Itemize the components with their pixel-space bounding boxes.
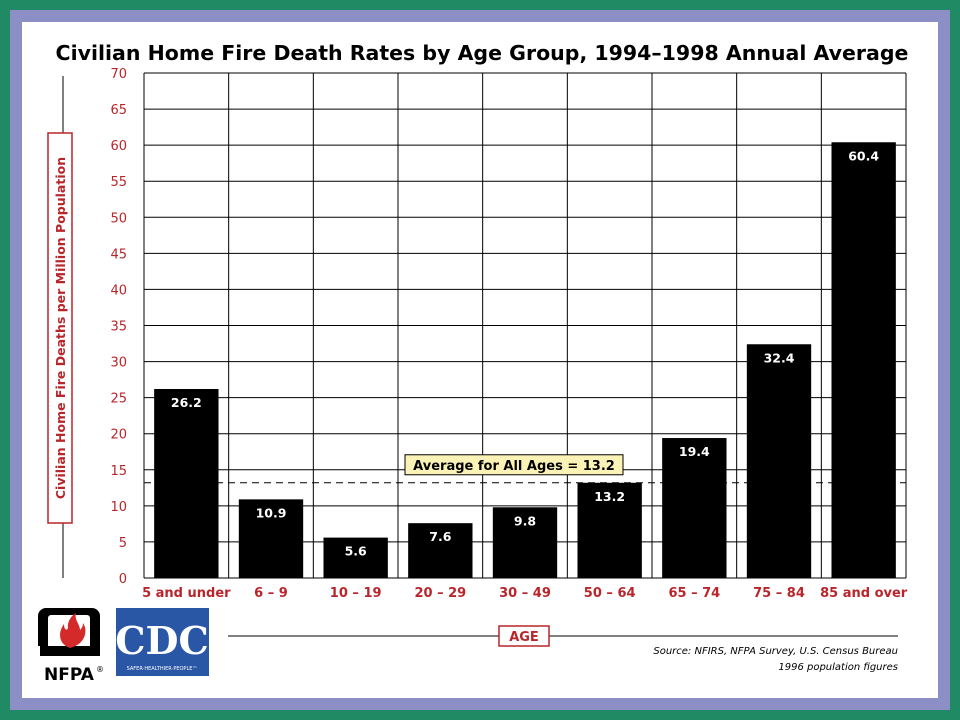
x-axis-label-box — [498, 625, 550, 647]
average-callout-text: Average for All Ages = 13.2 — [413, 459, 615, 474]
category-label: 30 – 49 — [499, 586, 551, 601]
y-tick-label: 10 — [110, 500, 127, 515]
y-axis-label: Civilian Home Fire Deaths per Million Po… — [53, 157, 68, 499]
bar-value-label: 32.4 — [764, 350, 795, 365]
y-tick-label: 5 — [119, 536, 127, 551]
cdc-tagline: SAFER·HEALTHIER·PEOPLE™ — [127, 666, 198, 672]
bar — [662, 438, 727, 578]
category-label: 10 – 19 — [330, 586, 382, 601]
bars: 26.2 10.9 5.6 7.6 9.8 13.2 19.4 32.4 60.4 — [154, 142, 896, 578]
category-label: 5 and under — [142, 586, 231, 601]
flame-icon — [60, 613, 86, 648]
y-tick-label: 35 — [110, 320, 127, 335]
bar-value-label: 9.8 — [514, 513, 536, 528]
nfpa-wordmark: NFPA — [44, 665, 95, 685]
category-label: 65 – 74 — [668, 586, 720, 601]
bar — [238, 499, 304, 578]
y-tick-label: 25 — [110, 392, 127, 407]
bar — [408, 523, 473, 578]
y-tick-label: 40 — [110, 283, 127, 298]
category-labels: 5 and under 6 – 9 10 – 19 20 – 29 30 – 49 50 … — [142, 586, 908, 601]
bar — [154, 388, 219, 578]
category-label: 6 – 9 — [254, 586, 288, 601]
nfpa-logo-frame — [38, 608, 100, 646]
bar — [831, 142, 896, 578]
gridlines — [143, 72, 907, 579]
cdc-logo: CDC SAFER·HEALTHIER·PEOPLE™ — [115, 608, 209, 676]
source-line-2: 1996 population figures — [778, 662, 898, 673]
y-tick-label: 45 — [110, 247, 127, 262]
nfpa-logo: NFPA ® — [38, 608, 104, 685]
bar — [323, 537, 388, 578]
bar-value-label: 10.9 — [256, 505, 287, 520]
y-tick-label: 20 — [110, 428, 127, 443]
y-tick-label: 55 — [110, 175, 127, 190]
bar — [492, 507, 558, 578]
nfpa-logo-bar — [40, 646, 100, 656]
bar — [577, 482, 642, 578]
y-axis-label-box — [47, 132, 73, 524]
average-callout-box — [404, 454, 624, 476]
y-tick-label: 65 — [110, 103, 127, 118]
source-line-1: Source: NFIRS, NFPA Survey, U.S. Census … — [653, 646, 898, 657]
cdc-wordmark: CDC — [115, 618, 208, 663]
category-label: 85 and over — [820, 586, 908, 601]
cdc-logo-background — [116, 608, 209, 676]
category-label: 20 – 29 — [414, 586, 466, 601]
y-tick-label: 50 — [110, 211, 127, 226]
bar-value-label: 13.2 — [594, 489, 625, 504]
category-label: 50 – 64 — [584, 586, 636, 601]
y-axis-ticks: 0 5 10 15 20 25 30 35 40 45 50 55 60 65 70 — [110, 67, 127, 587]
chart-title: Civilian Home Fire Death Rates by Age Gr… — [56, 41, 909, 65]
y-tick-label: 60 — [110, 139, 127, 154]
nfpa-registered-mark: ® — [96, 665, 104, 674]
bar-value-label: 7.6 — [429, 529, 451, 544]
bar-value-label: 19.4 — [679, 444, 710, 459]
y-tick-label: 30 — [110, 356, 127, 371]
bar-value-label: 60.4 — [848, 148, 879, 163]
category-label: 75 – 84 — [753, 586, 805, 601]
x-axis-label: AGE — [509, 630, 539, 645]
y-tick-label: 15 — [110, 464, 127, 479]
y-tick-label: 70 — [110, 67, 127, 82]
bar-value-label: 5.6 — [345, 544, 367, 559]
bar-value-label: 26.2 — [171, 395, 202, 410]
bar — [746, 344, 812, 578]
y-tick-label: 0 — [119, 572, 127, 587]
